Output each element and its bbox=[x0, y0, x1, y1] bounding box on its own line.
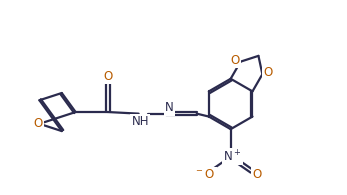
Text: O: O bbox=[33, 117, 42, 130]
Text: N$^+$: N$^+$ bbox=[223, 149, 242, 164]
Text: O: O bbox=[103, 70, 112, 83]
Text: O: O bbox=[252, 168, 261, 181]
Text: NH: NH bbox=[132, 115, 149, 128]
Text: O: O bbox=[230, 54, 239, 66]
Text: N: N bbox=[165, 101, 174, 114]
Text: $^-$O: $^-$O bbox=[194, 168, 215, 181]
Text: O: O bbox=[264, 66, 273, 79]
